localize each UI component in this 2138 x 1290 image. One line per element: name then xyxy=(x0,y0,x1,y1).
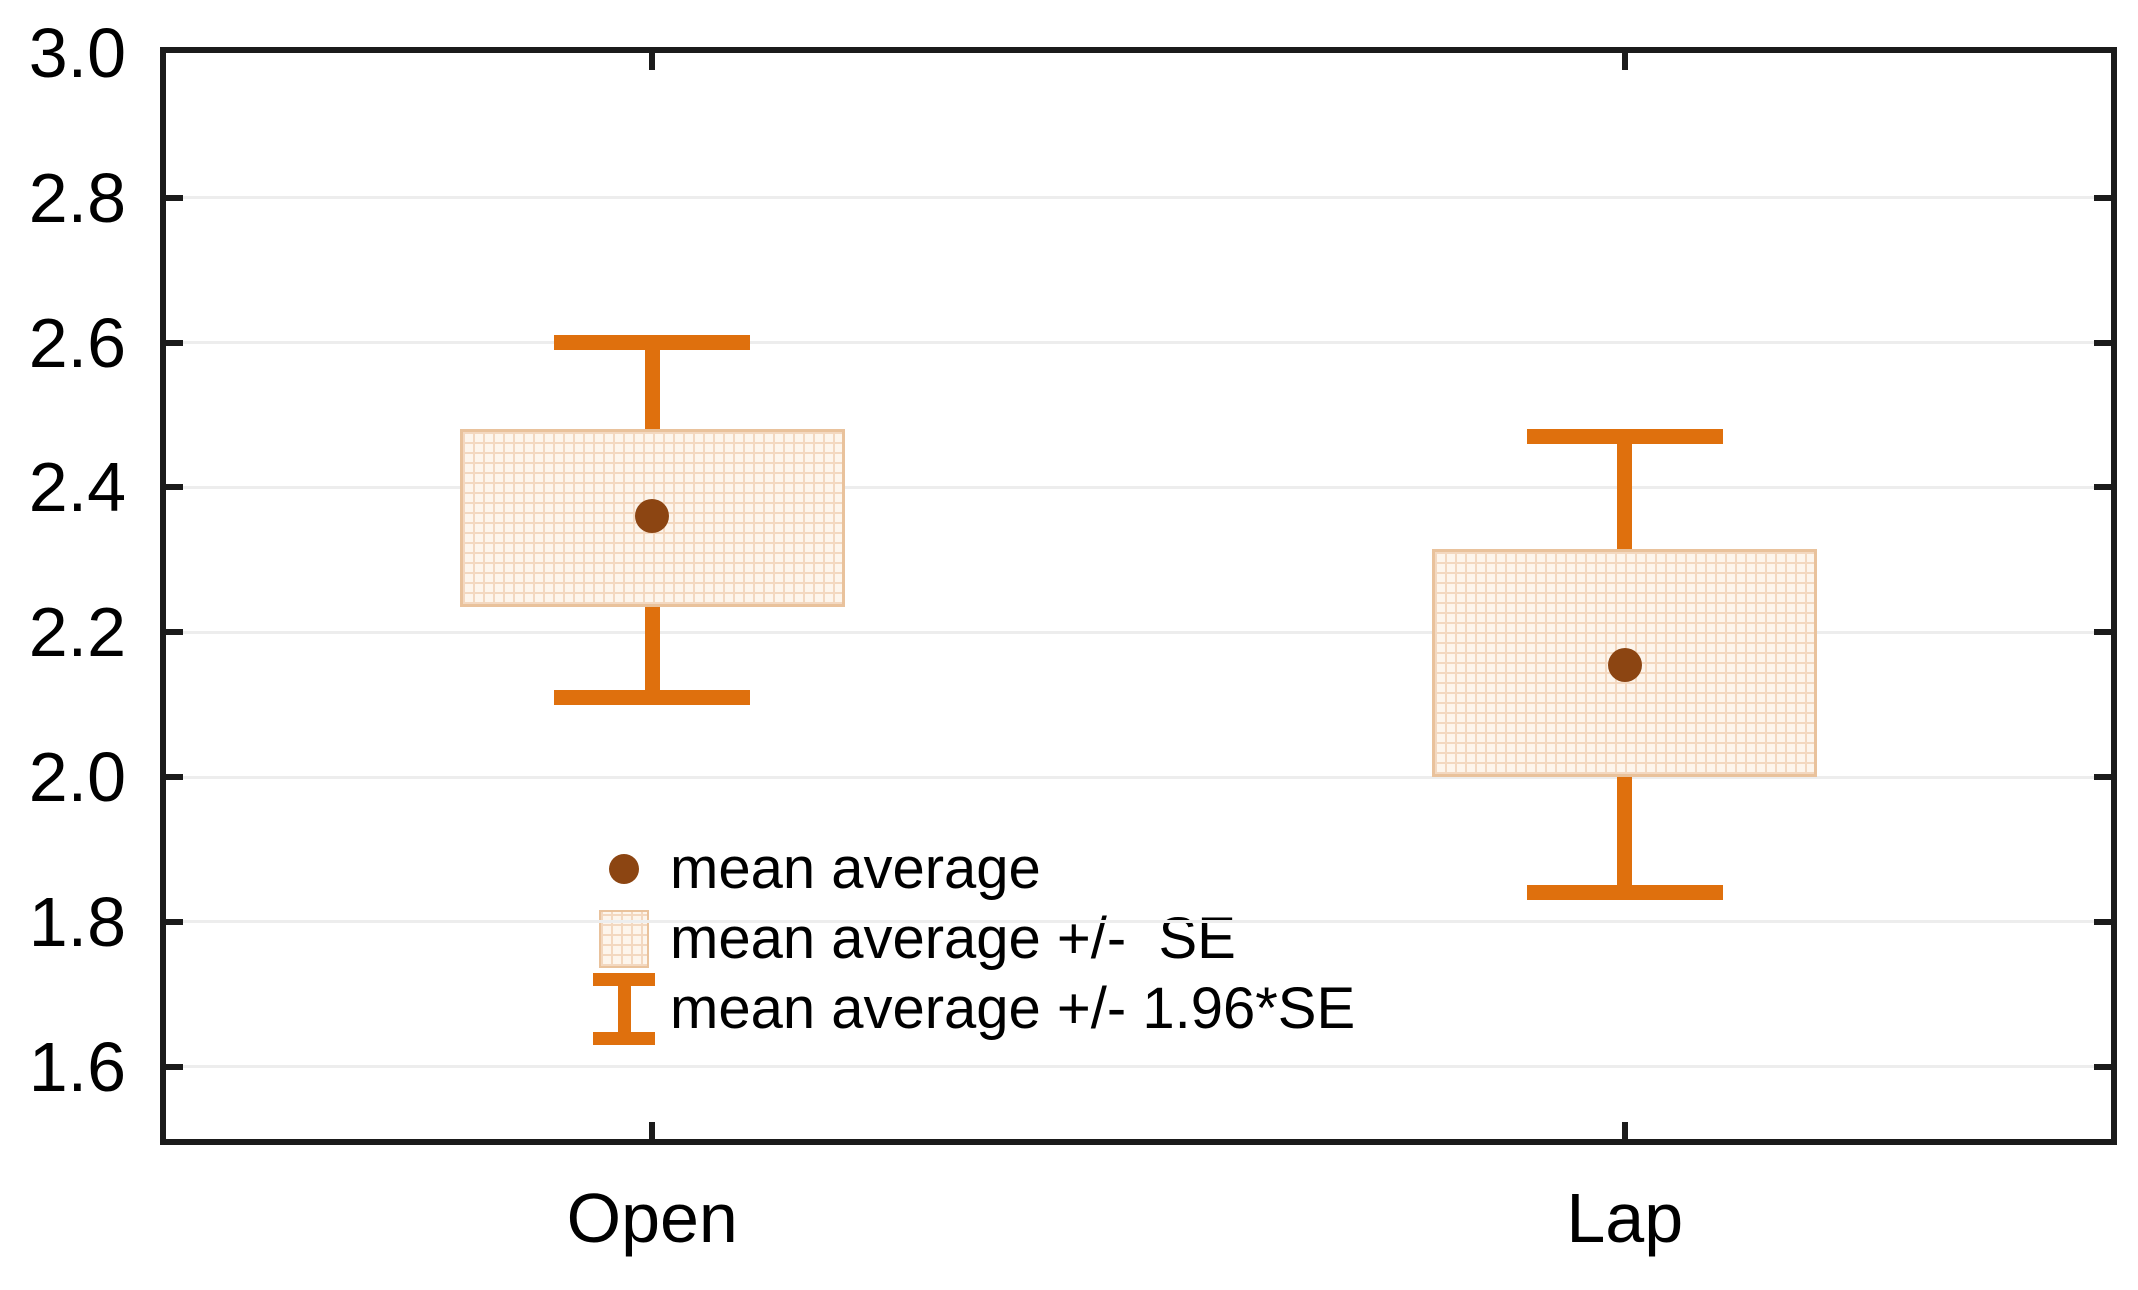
plot-inner: mean average mean average +/- SE mean av… xyxy=(166,53,2111,1139)
y-axis-tick xyxy=(2094,339,2111,346)
y-tick-label: 2.4 xyxy=(28,448,126,527)
y-axis-tick xyxy=(166,918,183,925)
horizontal-gridline xyxy=(166,196,2111,200)
legend: mean average mean average +/- SE mean av… xyxy=(586,834,1356,1045)
legend-label-whisker: mean average +/- 1.96*SE xyxy=(670,976,1356,1041)
horizontal-gridline xyxy=(166,1065,2111,1069)
y-axis-tick xyxy=(2094,629,2111,636)
whisker-cap-top xyxy=(1526,429,1723,445)
y-axis-tick xyxy=(166,774,183,780)
horizontal-gridline xyxy=(166,341,2111,345)
mean-dot xyxy=(1607,647,1642,682)
whisker-beam-icon xyxy=(593,973,655,1045)
y-tick-label: 2.6 xyxy=(28,303,126,382)
horizontal-gridline xyxy=(166,775,2111,779)
legend-item-mean: mean average xyxy=(586,834,1355,904)
y-tick-label: 3.0 xyxy=(28,14,126,92)
y-tick-label: 2.0 xyxy=(28,738,126,816)
y-axis-tick xyxy=(166,484,183,491)
y-axis-tick xyxy=(166,1063,183,1070)
y-tick-label: 1.6 xyxy=(28,1027,126,1106)
x-category-label: Lap xyxy=(1566,1179,1684,1257)
se-box-icon xyxy=(599,910,649,968)
horizontal-gridline xyxy=(166,630,2111,634)
mean-dot-icon xyxy=(609,854,639,884)
y-axis-tick xyxy=(2094,194,2111,201)
horizontal-gridline xyxy=(166,485,2111,489)
whisker-cap-top xyxy=(554,335,751,351)
y-axis-tick xyxy=(166,194,183,201)
x-axis-tick xyxy=(1621,1122,1628,1139)
y-tick-label: 2.8 xyxy=(28,158,126,237)
x-axis-tick xyxy=(649,1122,656,1139)
y-axis-tick xyxy=(2094,1063,2111,1070)
horizontal-gridline xyxy=(166,920,2111,924)
legend-item-whisker: mean average +/- 1.96*SE xyxy=(586,973,1356,1045)
y-tick-label: 1.8 xyxy=(28,882,126,961)
x-axis-tick xyxy=(649,53,656,70)
legend-item-se-box: mean average +/- SE xyxy=(586,904,1355,974)
y-tick-label: 2.2 xyxy=(28,593,126,672)
x-category-label: Open xyxy=(566,1179,738,1257)
y-axis-tick xyxy=(166,339,183,346)
whisker-cap-bottom xyxy=(554,689,751,705)
y-axis-tick xyxy=(2094,484,2111,491)
x-axis-tick xyxy=(1621,53,1628,70)
whisker-cap-bottom xyxy=(1526,885,1723,901)
mean-dot xyxy=(635,499,670,534)
y-axis-tick xyxy=(2094,774,2111,780)
y-axis-tick xyxy=(166,629,183,636)
legend-label-se-box: mean average +/- SE xyxy=(670,906,1236,971)
y-axis-tick xyxy=(2094,918,2111,925)
plot-area: mean average mean average +/- SE mean av… xyxy=(160,47,2117,1145)
legend-label-mean: mean average xyxy=(670,836,1041,901)
